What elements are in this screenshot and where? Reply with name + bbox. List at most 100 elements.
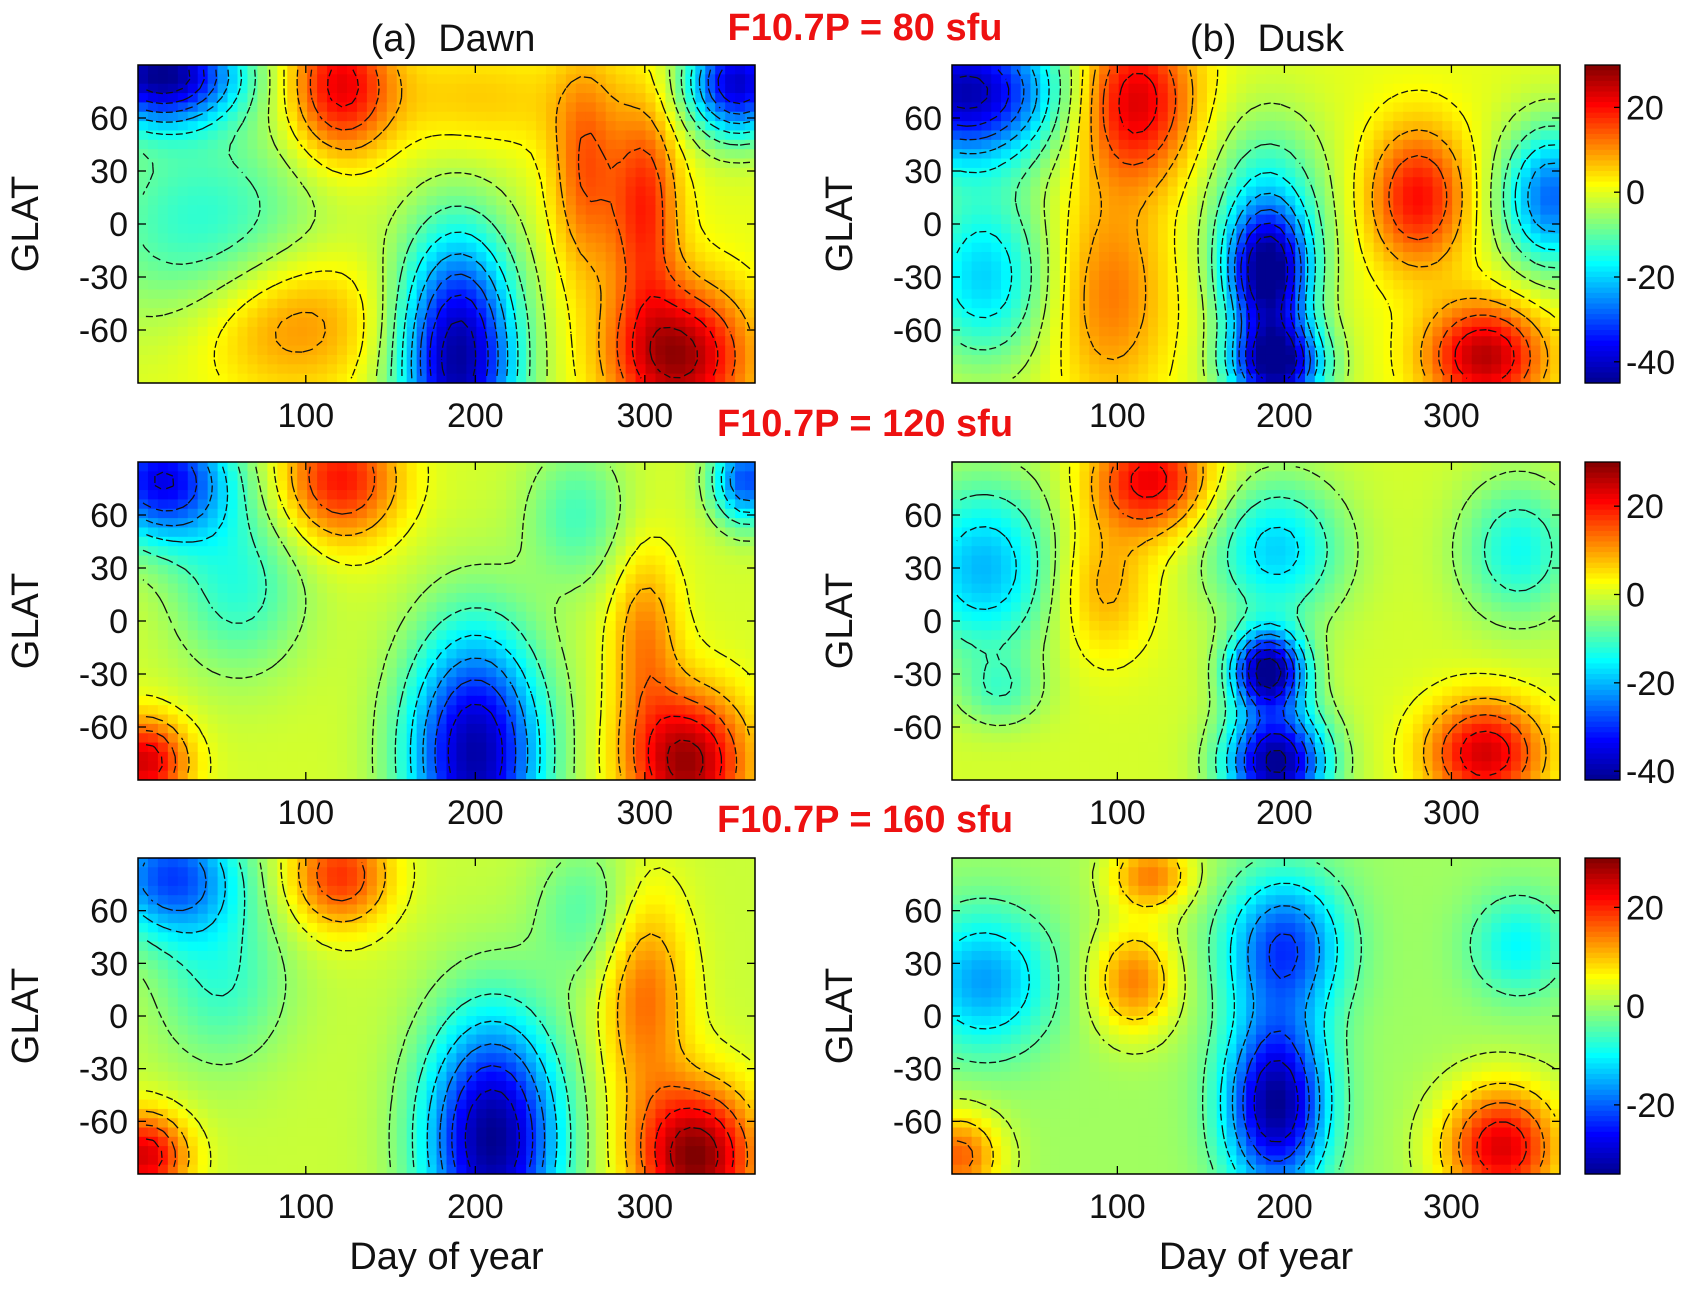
heatmap-cell: [635, 233, 647, 244]
heatmap-cell: [715, 536, 726, 547]
heatmap-cell: [585, 345, 597, 356]
heatmap-cell: [565, 354, 577, 365]
heatmap-cell: [207, 233, 219, 244]
heatmap-cells: [952, 65, 1560, 383]
heatmap-cell: [187, 242, 199, 253]
heatmap-cell: [1256, 261, 1267, 272]
heatmap-cell: [555, 102, 567, 113]
heatmap-cell: [287, 308, 298, 319]
heatmap-cell: [665, 326, 676, 337]
heatmap-cell: [516, 345, 527, 356]
colorbar-swatch: [1585, 208, 1620, 214]
heatmap-cell: [1197, 270, 1208, 281]
heatmap-cell: [1383, 252, 1394, 263]
heatmap-cell: [585, 158, 597, 169]
heatmap-cell: [1432, 373, 1443, 383]
heatmap-cell: [237, 317, 249, 328]
heatmap-cell: [1432, 261, 1443, 272]
heatmap-cell: [1305, 224, 1316, 234]
heatmap-cell: [1010, 252, 1022, 263]
heatmap-cell: [1089, 83, 1100, 94]
heatmap-cell: [605, 546, 617, 557]
heatmap-cell: [1059, 205, 1071, 216]
heatmap-cell: [526, 74, 537, 85]
heatmap-cell: [1520, 177, 1532, 188]
heatmap-cell: [695, 364, 706, 375]
heatmap-cell: [625, 102, 637, 113]
heatmap-cell: [476, 345, 487, 356]
heatmap-cell: [376, 139, 388, 150]
heatmap-cell: [1540, 289, 1551, 300]
heatmap-cell: [1471, 308, 1483, 319]
heatmap-cell: [745, 130, 755, 141]
heatmap-cell: [167, 111, 179, 122]
heatmap-cell: [555, 298, 567, 309]
heatmap-cell: [297, 158, 308, 169]
heatmap-cell: [705, 527, 716, 538]
heatmap-cell: [1216, 121, 1228, 132]
y-tick-label: 30: [904, 153, 942, 191]
heatmap-cell: [1167, 65, 1179, 75]
heatmap-cell: [366, 471, 378, 482]
heatmap-cell: [1197, 111, 1208, 122]
heatmap-cell: [237, 546, 249, 557]
heatmap-cell: [546, 158, 557, 169]
heatmap-cell: [971, 121, 983, 132]
heatmap-cell: [1059, 177, 1071, 188]
heatmap-cell: [1344, 345, 1355, 356]
heatmap-cell: [446, 280, 458, 291]
heatmap-cell: [197, 499, 209, 510]
heatmap-cell: [635, 111, 647, 122]
colorbar-swatch: [1585, 133, 1620, 140]
heatmap-cell: [675, 149, 686, 160]
heatmap-cell: [486, 158, 497, 169]
heatmap-cell: [1118, 177, 1130, 188]
heatmap-cell: [695, 74, 706, 85]
heatmap-cell: [575, 224, 587, 234]
heatmap-cell: [1216, 139, 1228, 150]
heatmap-cell: [585, 317, 597, 328]
heatmap-cell: [337, 177, 348, 188]
heatmap-cell: [705, 261, 716, 272]
heatmap-cell: [575, 499, 587, 510]
heatmap-cell: [157, 130, 169, 141]
heatmap-cell: [1089, 130, 1100, 141]
heatmap-cell: [1383, 373, 1394, 383]
heatmap-cell: [645, 224, 657, 234]
heatmap-cell: [1403, 121, 1414, 132]
heatmap-cell: [1118, 336, 1130, 347]
heatmap-cell: [1157, 83, 1169, 94]
heatmap-cell: [1550, 261, 1560, 272]
heatmap-cell: [1226, 83, 1237, 94]
heatmap-cell: [1050, 252, 1061, 263]
heatmap-cell: [147, 65, 159, 75]
heatmap-cell: [416, 149, 428, 160]
heatmap-cell: [585, 111, 597, 122]
heatmap-cell: [685, 289, 696, 300]
heatmap-cell: [1481, 195, 1492, 206]
heatmap-cell: [506, 326, 517, 337]
heatmap-cell: [1099, 195, 1110, 206]
heatmap-cell: [735, 499, 746, 510]
heatmap-cell: [177, 167, 189, 178]
heatmap-cell: [496, 102, 507, 113]
heatmap-cell: [1128, 149, 1139, 160]
heatmap-cell: [1314, 364, 1326, 375]
heatmap-cell: [1167, 242, 1179, 253]
heatmap-cell: [745, 242, 755, 253]
heatmap-cell: [1030, 224, 1041, 234]
heatmap-cell: [1157, 74, 1169, 85]
heatmap-cell: [1412, 93, 1424, 104]
heatmap-cell: [595, 373, 607, 383]
heatmap-cell: [1314, 317, 1326, 328]
heatmap-cell: [366, 242, 378, 253]
heatmap-cell: [1099, 102, 1110, 113]
heatmap-cell: [416, 289, 428, 300]
heatmap-cell: [655, 490, 667, 501]
heatmap-cell: [655, 354, 667, 365]
heatmap-cell: [655, 65, 667, 75]
heatmap-cell: [565, 261, 577, 272]
heatmap-cell: [1148, 149, 1159, 160]
heatmap-cell: [1118, 308, 1130, 319]
heatmap-cell: [1491, 83, 1502, 94]
